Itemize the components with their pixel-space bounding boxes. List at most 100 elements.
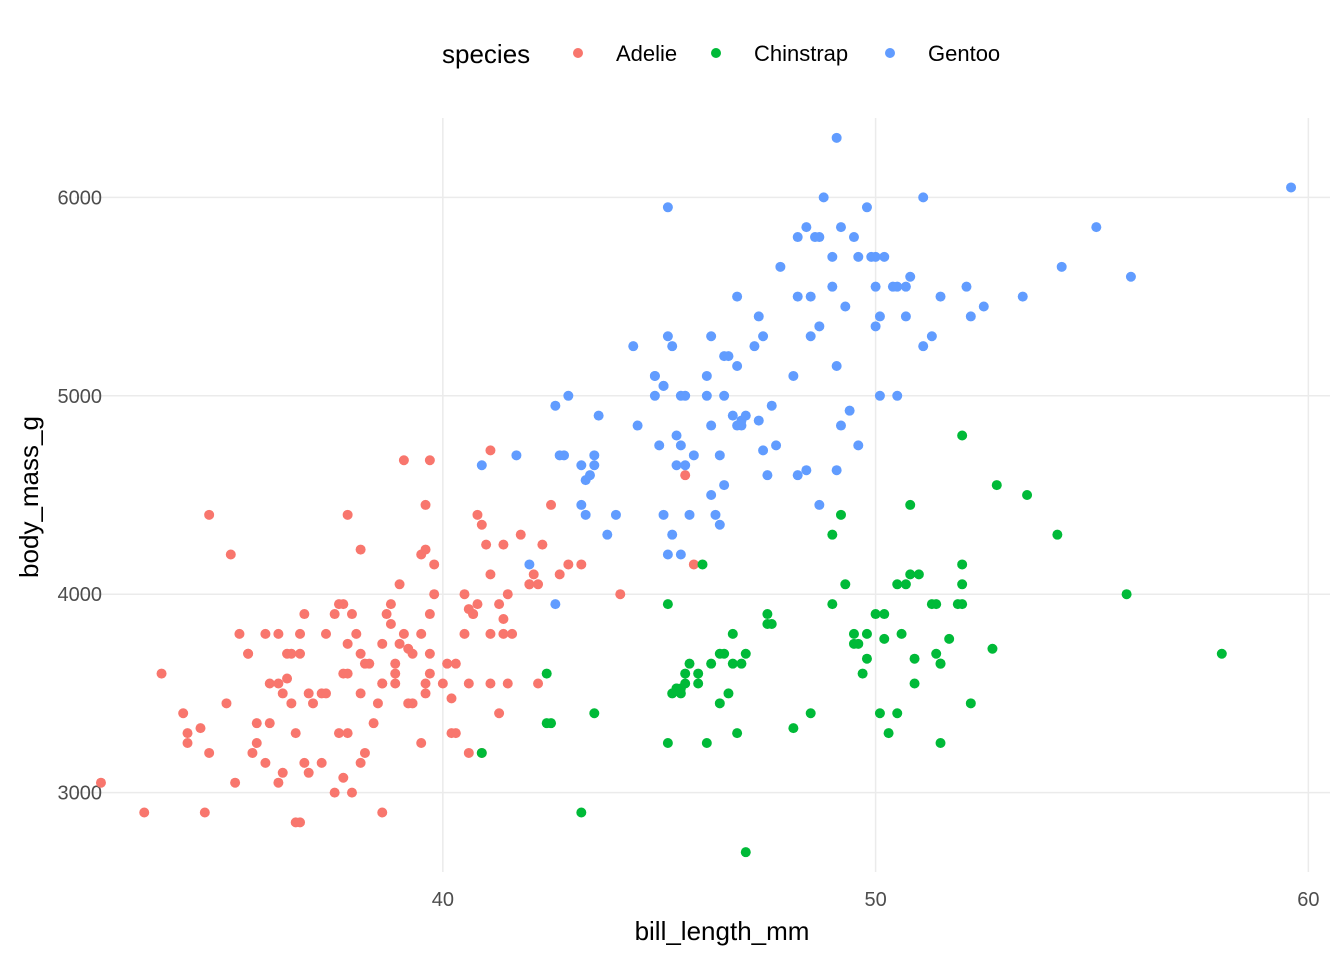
- data-point: [533, 579, 544, 590]
- data-point: [498, 539, 509, 550]
- data-point: [818, 192, 829, 203]
- data-point: [204, 747, 215, 758]
- data-point: [377, 807, 388, 818]
- data-point: [541, 718, 552, 729]
- series-gentoo: [476, 132, 1297, 610]
- data-point: [805, 331, 816, 342]
- data-point: [857, 668, 868, 679]
- data-point: [675, 683, 686, 694]
- data-point: [753, 415, 764, 426]
- data-point: [385, 618, 396, 629]
- data-point: [463, 747, 474, 758]
- data-point: [533, 678, 544, 689]
- data-point: [775, 261, 786, 272]
- data-point: [736, 420, 747, 431]
- data-point: [338, 772, 349, 783]
- data-point: [935, 658, 946, 669]
- data-point: [420, 544, 431, 555]
- data-point: [563, 390, 574, 401]
- data-point: [840, 579, 851, 590]
- data-point: [723, 688, 734, 699]
- data-point: [359, 747, 370, 758]
- data-point: [1022, 490, 1033, 500]
- data-point: [957, 579, 968, 590]
- data-point: [502, 678, 513, 689]
- data-point: [900, 311, 911, 322]
- data-point: [667, 688, 678, 699]
- data-point: [766, 400, 777, 411]
- data-point: [931, 648, 942, 659]
- x-tick-labels: 40 50 60: [432, 889, 1320, 911]
- data-point: [706, 658, 717, 669]
- data-points: [95, 132, 1297, 858]
- x-tick-label: 40: [432, 889, 454, 911]
- data-point: [740, 847, 751, 858]
- data-point: [892, 708, 903, 719]
- data-point: [662, 549, 673, 560]
- data-point: [459, 589, 470, 600]
- data-point: [879, 251, 890, 262]
- data-point: [463, 678, 474, 689]
- data-point: [965, 698, 976, 709]
- data-point: [801, 465, 812, 476]
- data-point: [342, 509, 353, 520]
- data-point: [714, 698, 725, 709]
- data-point: [662, 599, 673, 610]
- x-tick-label: 50: [864, 889, 886, 911]
- data-point: [870, 251, 881, 262]
- data-point: [675, 390, 686, 401]
- data-point: [935, 291, 946, 302]
- data-point: [896, 628, 907, 639]
- data-point: [801, 222, 812, 233]
- data-point: [260, 628, 271, 639]
- data-point: [671, 460, 682, 471]
- data-point: [662, 202, 673, 213]
- data-point: [853, 440, 864, 451]
- data-point: [680, 668, 691, 679]
- data-point: [792, 232, 803, 243]
- legend-title: species: [442, 39, 530, 69]
- data-point: [303, 688, 314, 699]
- data-point: [377, 678, 388, 689]
- data-point: [848, 232, 859, 243]
- data-point: [321, 628, 331, 639]
- data-point: [221, 698, 232, 709]
- data-point: [848, 638, 859, 649]
- data-point: [905, 271, 916, 282]
- data-point: [589, 450, 600, 461]
- data-point: [732, 361, 743, 372]
- data-point: [701, 370, 712, 381]
- data-point: [550, 400, 561, 411]
- data-point: [706, 331, 717, 342]
- data-point: [874, 708, 885, 719]
- data-point: [273, 628, 284, 639]
- data-point: [139, 807, 150, 818]
- data-point: [879, 633, 890, 644]
- data-point: [667, 529, 678, 540]
- data-point: [576, 807, 587, 818]
- data-point: [182, 728, 193, 739]
- data-point: [1091, 222, 1102, 233]
- data-point: [260, 757, 271, 768]
- data-point: [987, 643, 998, 654]
- data-point: [459, 628, 470, 639]
- data-point: [342, 638, 353, 649]
- data-point: [485, 678, 496, 689]
- data-point: [740, 410, 751, 421]
- data-point: [442, 658, 453, 669]
- data-point: [805, 291, 816, 302]
- data-point: [515, 529, 526, 540]
- data-point: [476, 519, 487, 530]
- data-point: [658, 509, 669, 520]
- data-point: [727, 658, 738, 669]
- data-point: [831, 465, 842, 476]
- data-point: [913, 569, 924, 580]
- data-point: [537, 539, 548, 550]
- data-point: [848, 628, 859, 639]
- data-point: [295, 648, 306, 659]
- x-axis-title: bill_length_mm: [635, 916, 810, 946]
- data-point: [498, 614, 509, 625]
- data-point: [485, 445, 496, 456]
- data-point: [714, 648, 725, 659]
- data-point: [589, 460, 600, 471]
